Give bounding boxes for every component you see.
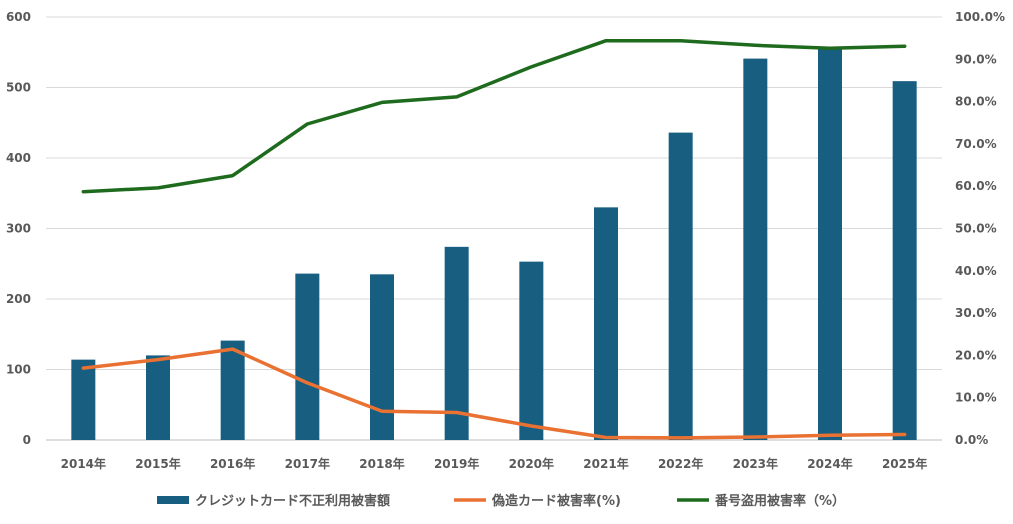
x-tick-label: 2014年 [61, 456, 106, 471]
bar [594, 207, 618, 440]
bar [892, 81, 917, 440]
y-right-tick-label: 100.0% [955, 10, 1005, 24]
legend-label: 番号盗用被害率（%） [714, 493, 845, 509]
x-tick-label: 2020年 [509, 456, 554, 471]
y-left-tick-label: 200 [6, 292, 31, 306]
x-tick-label: 2024年 [807, 456, 852, 471]
line-series [81, 38, 907, 194]
bar [668, 132, 693, 440]
y-right-tick-label: 10.0% [955, 391, 997, 405]
y-right-tick-label: 90.0% [955, 52, 997, 66]
bar [71, 359, 96, 440]
bar [818, 48, 842, 440]
x-tick-label: 2018年 [359, 456, 404, 471]
y-left-tick-label: 400 [6, 151, 31, 165]
y-right-tick-label: 0.0% [955, 433, 988, 447]
legend: クレジットカード不正利用被害額 偽造カード被害率(%) 番号盗用被害率（%） [157, 493, 845, 509]
bar [444, 246, 469, 440]
y-right-tick-label: 20.0% [955, 348, 997, 362]
y-left-tick-label: 500 [6, 81, 31, 95]
y-axis-left: 0 100 200 300 400 500 600 [6, 10, 31, 447]
y-left-tick-label: 300 [6, 222, 31, 236]
y-left-tick-label: 0 [23, 433, 31, 447]
x-tick-label: 2016年 [210, 456, 255, 471]
legend-swatch [157, 496, 189, 504]
x-tick-label: 2021年 [583, 456, 628, 471]
x-tick-label: 2023年 [733, 456, 778, 471]
bar [146, 355, 170, 440]
y-right-tick-label: 80.0% [955, 95, 997, 109]
x-tick-label: 2019年 [434, 456, 479, 471]
bar [220, 340, 245, 440]
x-tick-label: 2022年 [658, 456, 703, 471]
bar [370, 274, 394, 440]
line-series [81, 347, 907, 440]
bar [295, 273, 320, 440]
x-tick-label: 2017年 [285, 456, 330, 471]
gridlines [46, 16, 942, 441]
x-tick-label: 2025年 [882, 456, 927, 471]
y-axis-right: 0.0% 10.0% 20.0% 30.0% 40.0% 50.0% 60.0% 70.0% 8… [955, 10, 1005, 447]
y-left-tick-label: 100 [6, 363, 31, 377]
legend-label: 偽造カード被害率(%) [491, 493, 621, 509]
legend-label: クレジットカード不正利用被害額 [195, 493, 390, 509]
x-tick-label: 2015年 [135, 456, 180, 471]
bar [519, 261, 544, 440]
y-right-tick-label: 60.0% [955, 179, 997, 193]
y-right-tick-label: 70.0% [955, 137, 997, 151]
y-right-tick-label: 30.0% [955, 306, 997, 320]
y-left-tick-label: 600 [6, 10, 31, 24]
bar-series [71, 48, 917, 440]
x-axis: 2014年 2015年 2016年 2017年 2018年 2019年 2020年 2021年… [61, 456, 928, 471]
bar [743, 58, 768, 440]
y-right-tick-label: 40.0% [955, 264, 997, 278]
y-right-tick-label: 50.0% [955, 222, 997, 236]
